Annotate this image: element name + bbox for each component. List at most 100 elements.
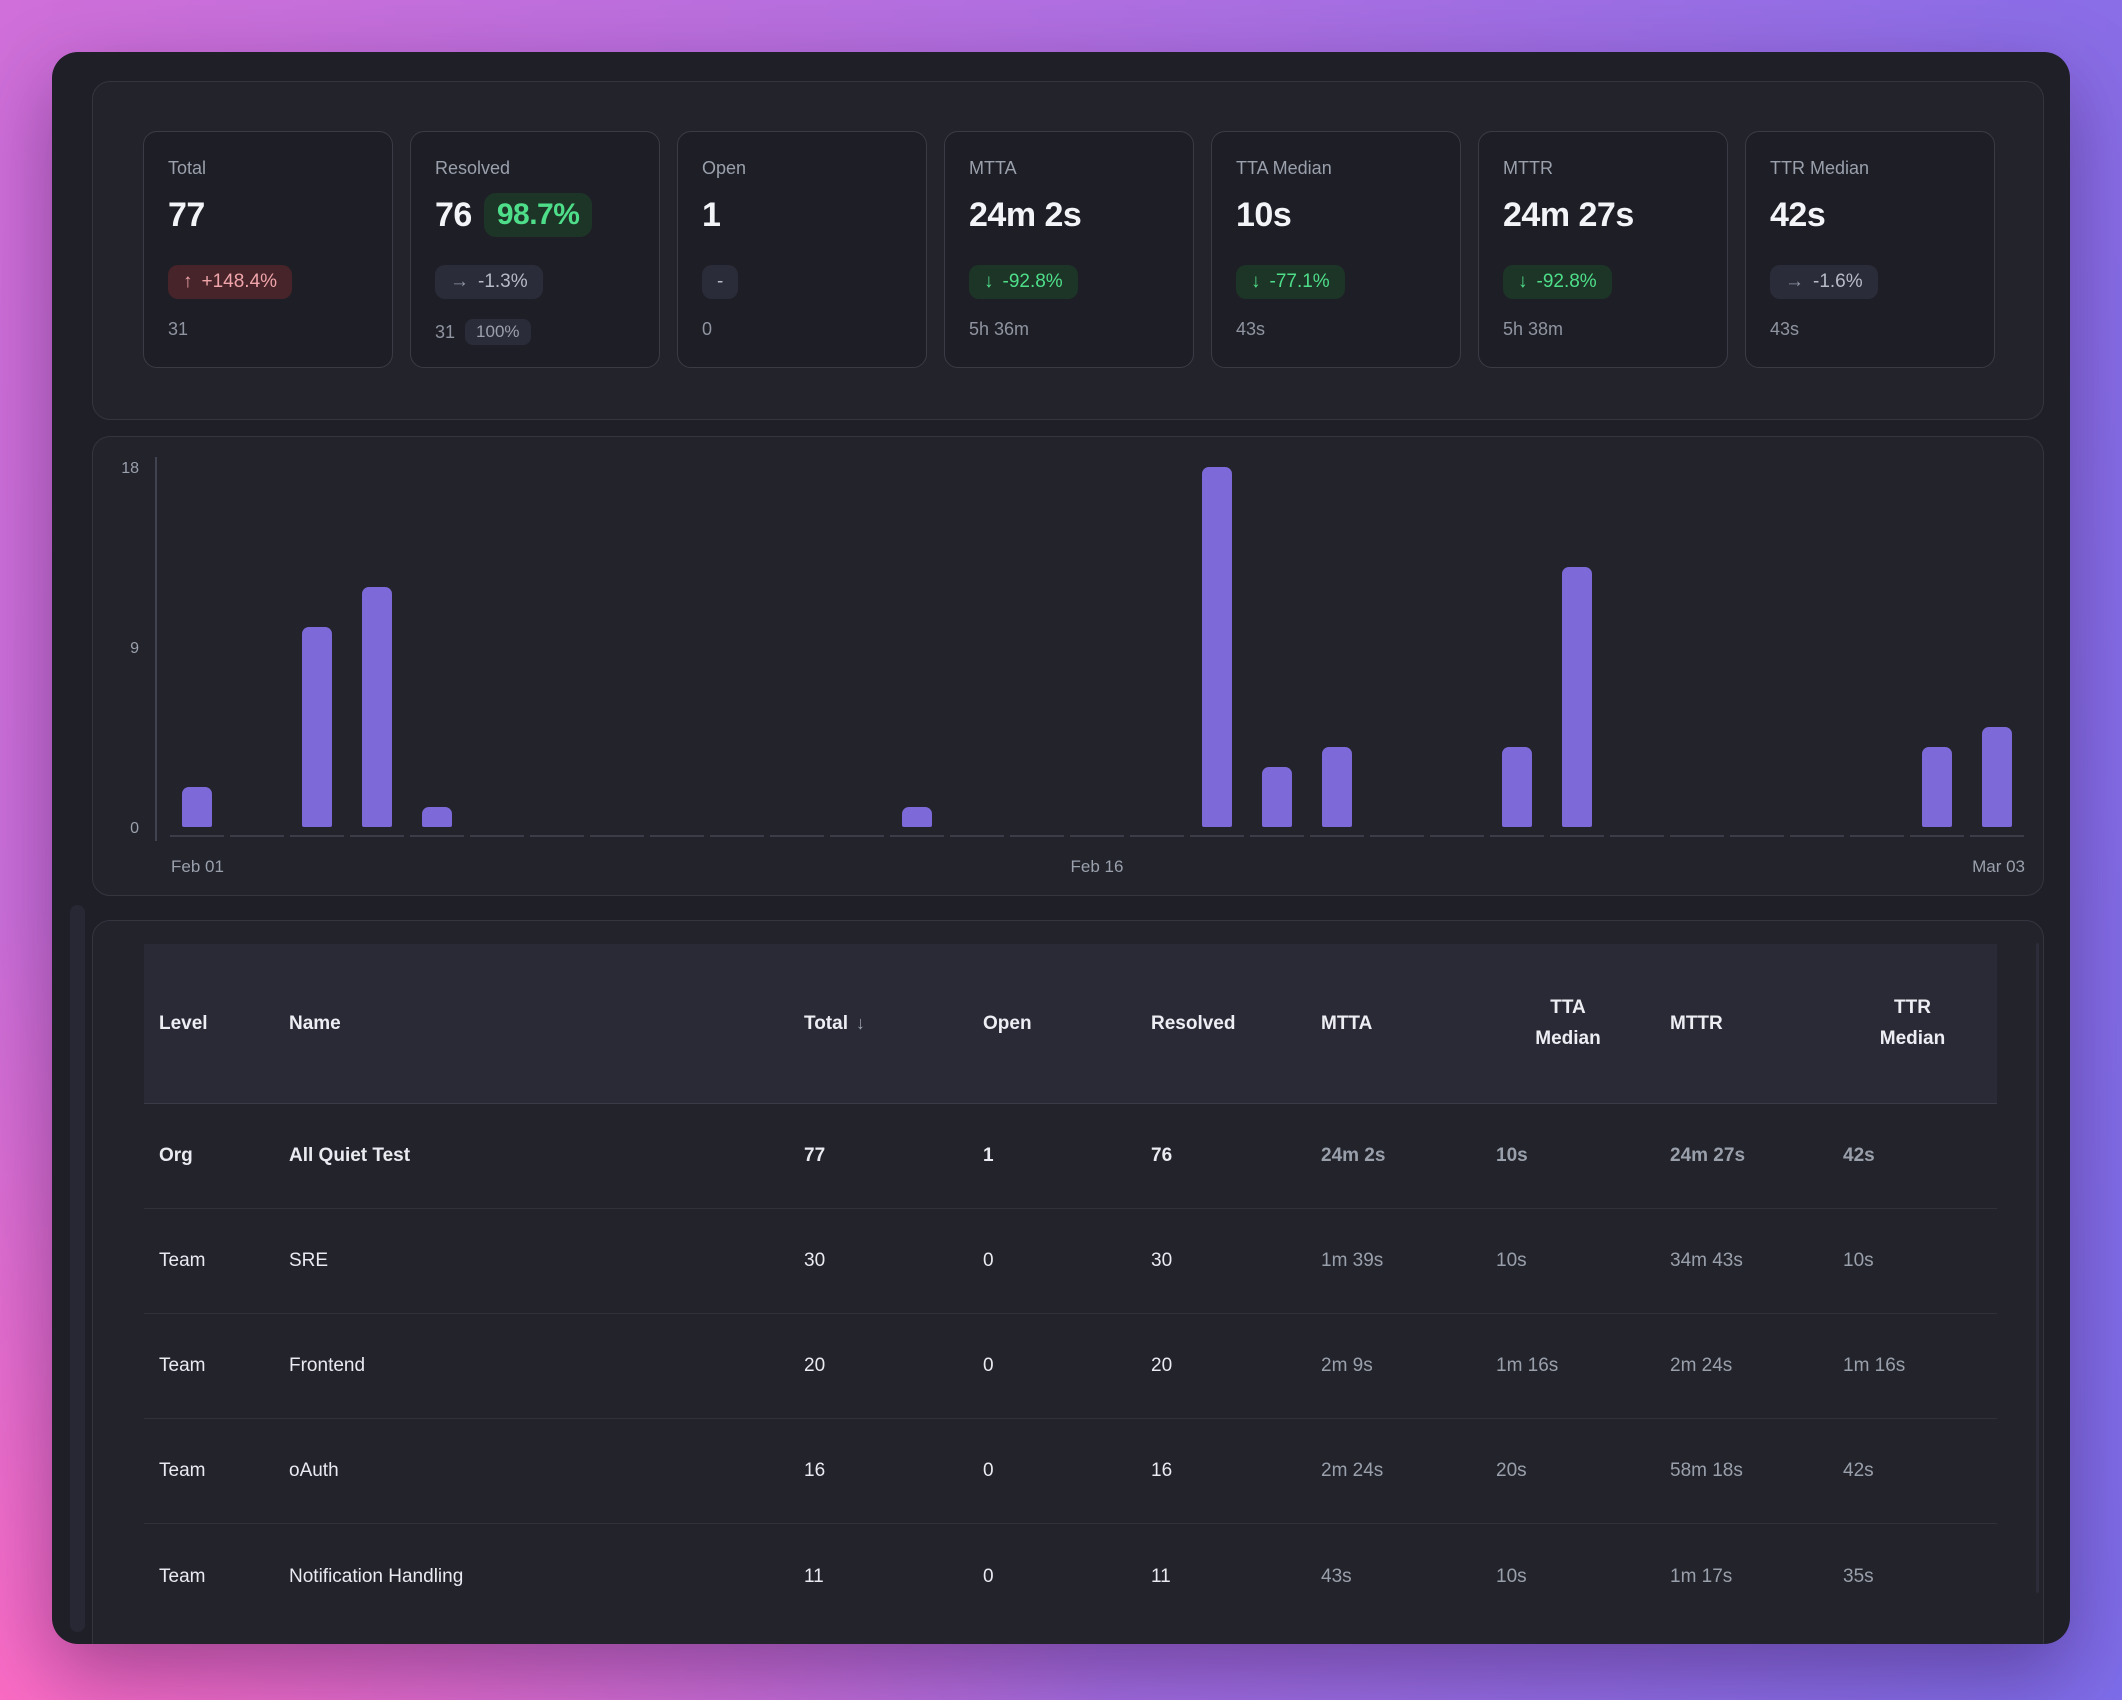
x-axis-tick	[290, 835, 344, 837]
chart-bar-slot	[287, 461, 347, 827]
cell-level: Team	[159, 1460, 206, 1481]
x-axis-tick	[1190, 835, 1244, 837]
trend-badge: ↑ +148.4%	[168, 265, 293, 299]
cell-tta-median: 1m 16s	[1496, 1355, 1559, 1376]
previous-value: 0	[702, 319, 713, 339]
cell-name: SRE	[289, 1250, 329, 1271]
x-axis-tick	[1070, 835, 1124, 837]
cell-mttr: 34m 43s	[1670, 1250, 1743, 1271]
chart-bar-feb-24[interactable]	[1562, 567, 1592, 827]
chart-bar-slot	[887, 461, 947, 827]
chart-bar-mar-03[interactable]	[1982, 727, 2012, 827]
table-row-notification-handling[interactable]: Team Notification Handling 11 0 11 43s 10s 1m 1…	[144, 1524, 1997, 1629]
cell-name: Frontend	[289, 1355, 366, 1376]
stat-cards-row: Total 77 ↑ +148.4% 31 Resolved 76 98.7% →…	[143, 131, 1995, 368]
column-header-mtta[interactable]: MTTA	[1321, 1012, 1373, 1034]
chart-bar-slot	[1007, 461, 1067, 827]
chart-bar-slot	[947, 461, 1007, 827]
chart-bar-slot	[1607, 461, 1667, 827]
chart-bar-feb-19[interactable]	[1262, 767, 1292, 827]
chart-bar-feb-05[interactable]	[422, 807, 452, 827]
chart-bar-slot	[1247, 461, 1307, 827]
stat-card-label: Open	[702, 158, 747, 178]
resolved-rate-badge: 98.7%	[483, 193, 593, 237]
chart-bar-slot	[1547, 461, 1607, 827]
column-header-resolved[interactable]: Resolved	[1151, 1012, 1236, 1034]
chart-bar-slot	[647, 461, 707, 827]
chart-bar-slot	[1367, 461, 1427, 827]
x-axis-tick	[890, 835, 944, 837]
column-header-total[interactable]: Total ↓	[804, 1012, 865, 1034]
chart-plot	[167, 461, 2027, 827]
column-header-level[interactable]: Level	[159, 1012, 208, 1034]
previous-value: 31	[435, 321, 456, 342]
cell-open: 0	[983, 1565, 994, 1587]
previous-value: 43s	[1770, 319, 1800, 339]
chart-bar-feb-13[interactable]	[902, 807, 932, 827]
cell-mtta: 24m 2s	[1321, 1145, 1386, 1166]
table-scrollbar[interactable]	[2036, 943, 2039, 1593]
cell-total: 20	[804, 1355, 826, 1376]
chart-bar-mar-02[interactable]	[1922, 747, 1952, 827]
chart-bar-slot	[1787, 461, 1847, 827]
column-header-open[interactable]: Open	[983, 1012, 1032, 1034]
table-row-all-quiet-test[interactable]: Org All Quiet Test 77 1 76 24m 2s 10s 24m 27s 42…	[144, 1104, 1997, 1209]
cell-resolved: 20	[1151, 1355, 1173, 1376]
chart-bar-slot	[767, 461, 827, 827]
chart-bar-feb-01[interactable]	[182, 787, 212, 827]
stat-card-value: 42s	[1770, 195, 1826, 234]
page-scrollbar-thumb[interactable]	[70, 905, 85, 1632]
cell-resolved: 76	[1151, 1145, 1173, 1166]
table-row-sre[interactable]: Team SRE 30 0 30 1m 39s 10s 34m 43s 10s	[144, 1209, 1997, 1314]
chart-bar-slot	[1487, 461, 1547, 827]
stat-card-open: Open 1 - 0	[677, 131, 927, 368]
cell-total: 16	[804, 1460, 826, 1481]
stat-card-label: TTR Median	[1770, 158, 1870, 178]
cell-open: 0	[983, 1250, 994, 1271]
table-row-frontend[interactable]: Team Frontend 20 0 20 2m 9s 1m 16s 2m 24s 1m 16s	[144, 1314, 1997, 1419]
chart-bar-feb-18[interactable]	[1202, 467, 1232, 827]
previous-value: 5h 36m	[969, 319, 1030, 339]
chart-bar-slot	[1427, 461, 1487, 827]
trend-badge: ↓ -92.8%	[969, 265, 1078, 299]
x-axis-tick	[1730, 835, 1784, 837]
metrics-table-panel: Level Name Total ↓ Open Resolved MTTA TTA Median…	[92, 920, 2044, 1644]
chart-bar-feb-04[interactable]	[362, 587, 392, 827]
dashboard-window: Total 77 ↑ +148.4% 31 Resolved 76 98.7% →…	[52, 52, 2070, 1644]
stat-card-value: 76	[435, 195, 472, 234]
column-header-mttr[interactable]: MTTR	[1670, 1012, 1723, 1034]
x-axis-tick	[1310, 835, 1364, 837]
trend-badge: → -1.6%	[1770, 265, 1878, 299]
chart-bar-feb-20[interactable]	[1322, 747, 1352, 827]
column-header-ttr-median[interactable]: TTR Median	[1879, 997, 1946, 1049]
trend-badge: -	[702, 265, 739, 299]
x-axis-tick	[1910, 835, 1964, 837]
cell-open: 0	[983, 1460, 994, 1481]
x-axis-tick	[170, 835, 224, 837]
cell-ttr-median: 10s	[1843, 1250, 1874, 1271]
stat-card-value: 24m 2s	[969, 195, 1082, 234]
stat-card-label: TTA Median	[1236, 158, 1332, 178]
chart-bar-slot	[227, 461, 287, 827]
cell-ttr-median: 42s	[1843, 1460, 1874, 1481]
x-axis-tick	[1010, 835, 1064, 837]
x-axis-tick	[950, 835, 1004, 837]
y-axis-tick-label: 9	[130, 640, 139, 657]
table-row-oauth[interactable]: Team oAuth 16 0 16 2m 24s 20s 58m 18s 42s	[144, 1419, 1997, 1524]
cell-resolved: 30	[1151, 1250, 1173, 1271]
arrow-right-icon: →	[450, 271, 469, 292]
stat-card-value: 24m 27s	[1503, 195, 1634, 234]
column-header-name[interactable]: Name	[289, 1012, 341, 1034]
stat-card-tta-median: TTA Median 10s ↓ -77.1% 43s	[1211, 131, 1461, 368]
cell-level: Team	[159, 1250, 206, 1271]
metrics-table: Level Name Total ↓ Open Resolved MTTA TTA Median…	[144, 944, 1997, 1629]
chart-bar-feb-03[interactable]	[302, 627, 332, 827]
column-header-tta-median[interactable]: TTA Median	[1535, 997, 1601, 1049]
chart-bar-feb-23[interactable]	[1502, 747, 1532, 827]
y-axis-line	[155, 457, 157, 841]
table-header-row: Level Name Total ↓ Open Resolved MTTA TTA Median…	[144, 944, 1997, 1104]
incidents-bar-chart-panel: 18 9 0 Feb 01 Feb 16 Mar 03	[92, 436, 2044, 896]
cell-tta-median: 10s	[1496, 1250, 1527, 1271]
x-axis-tick	[470, 835, 524, 837]
